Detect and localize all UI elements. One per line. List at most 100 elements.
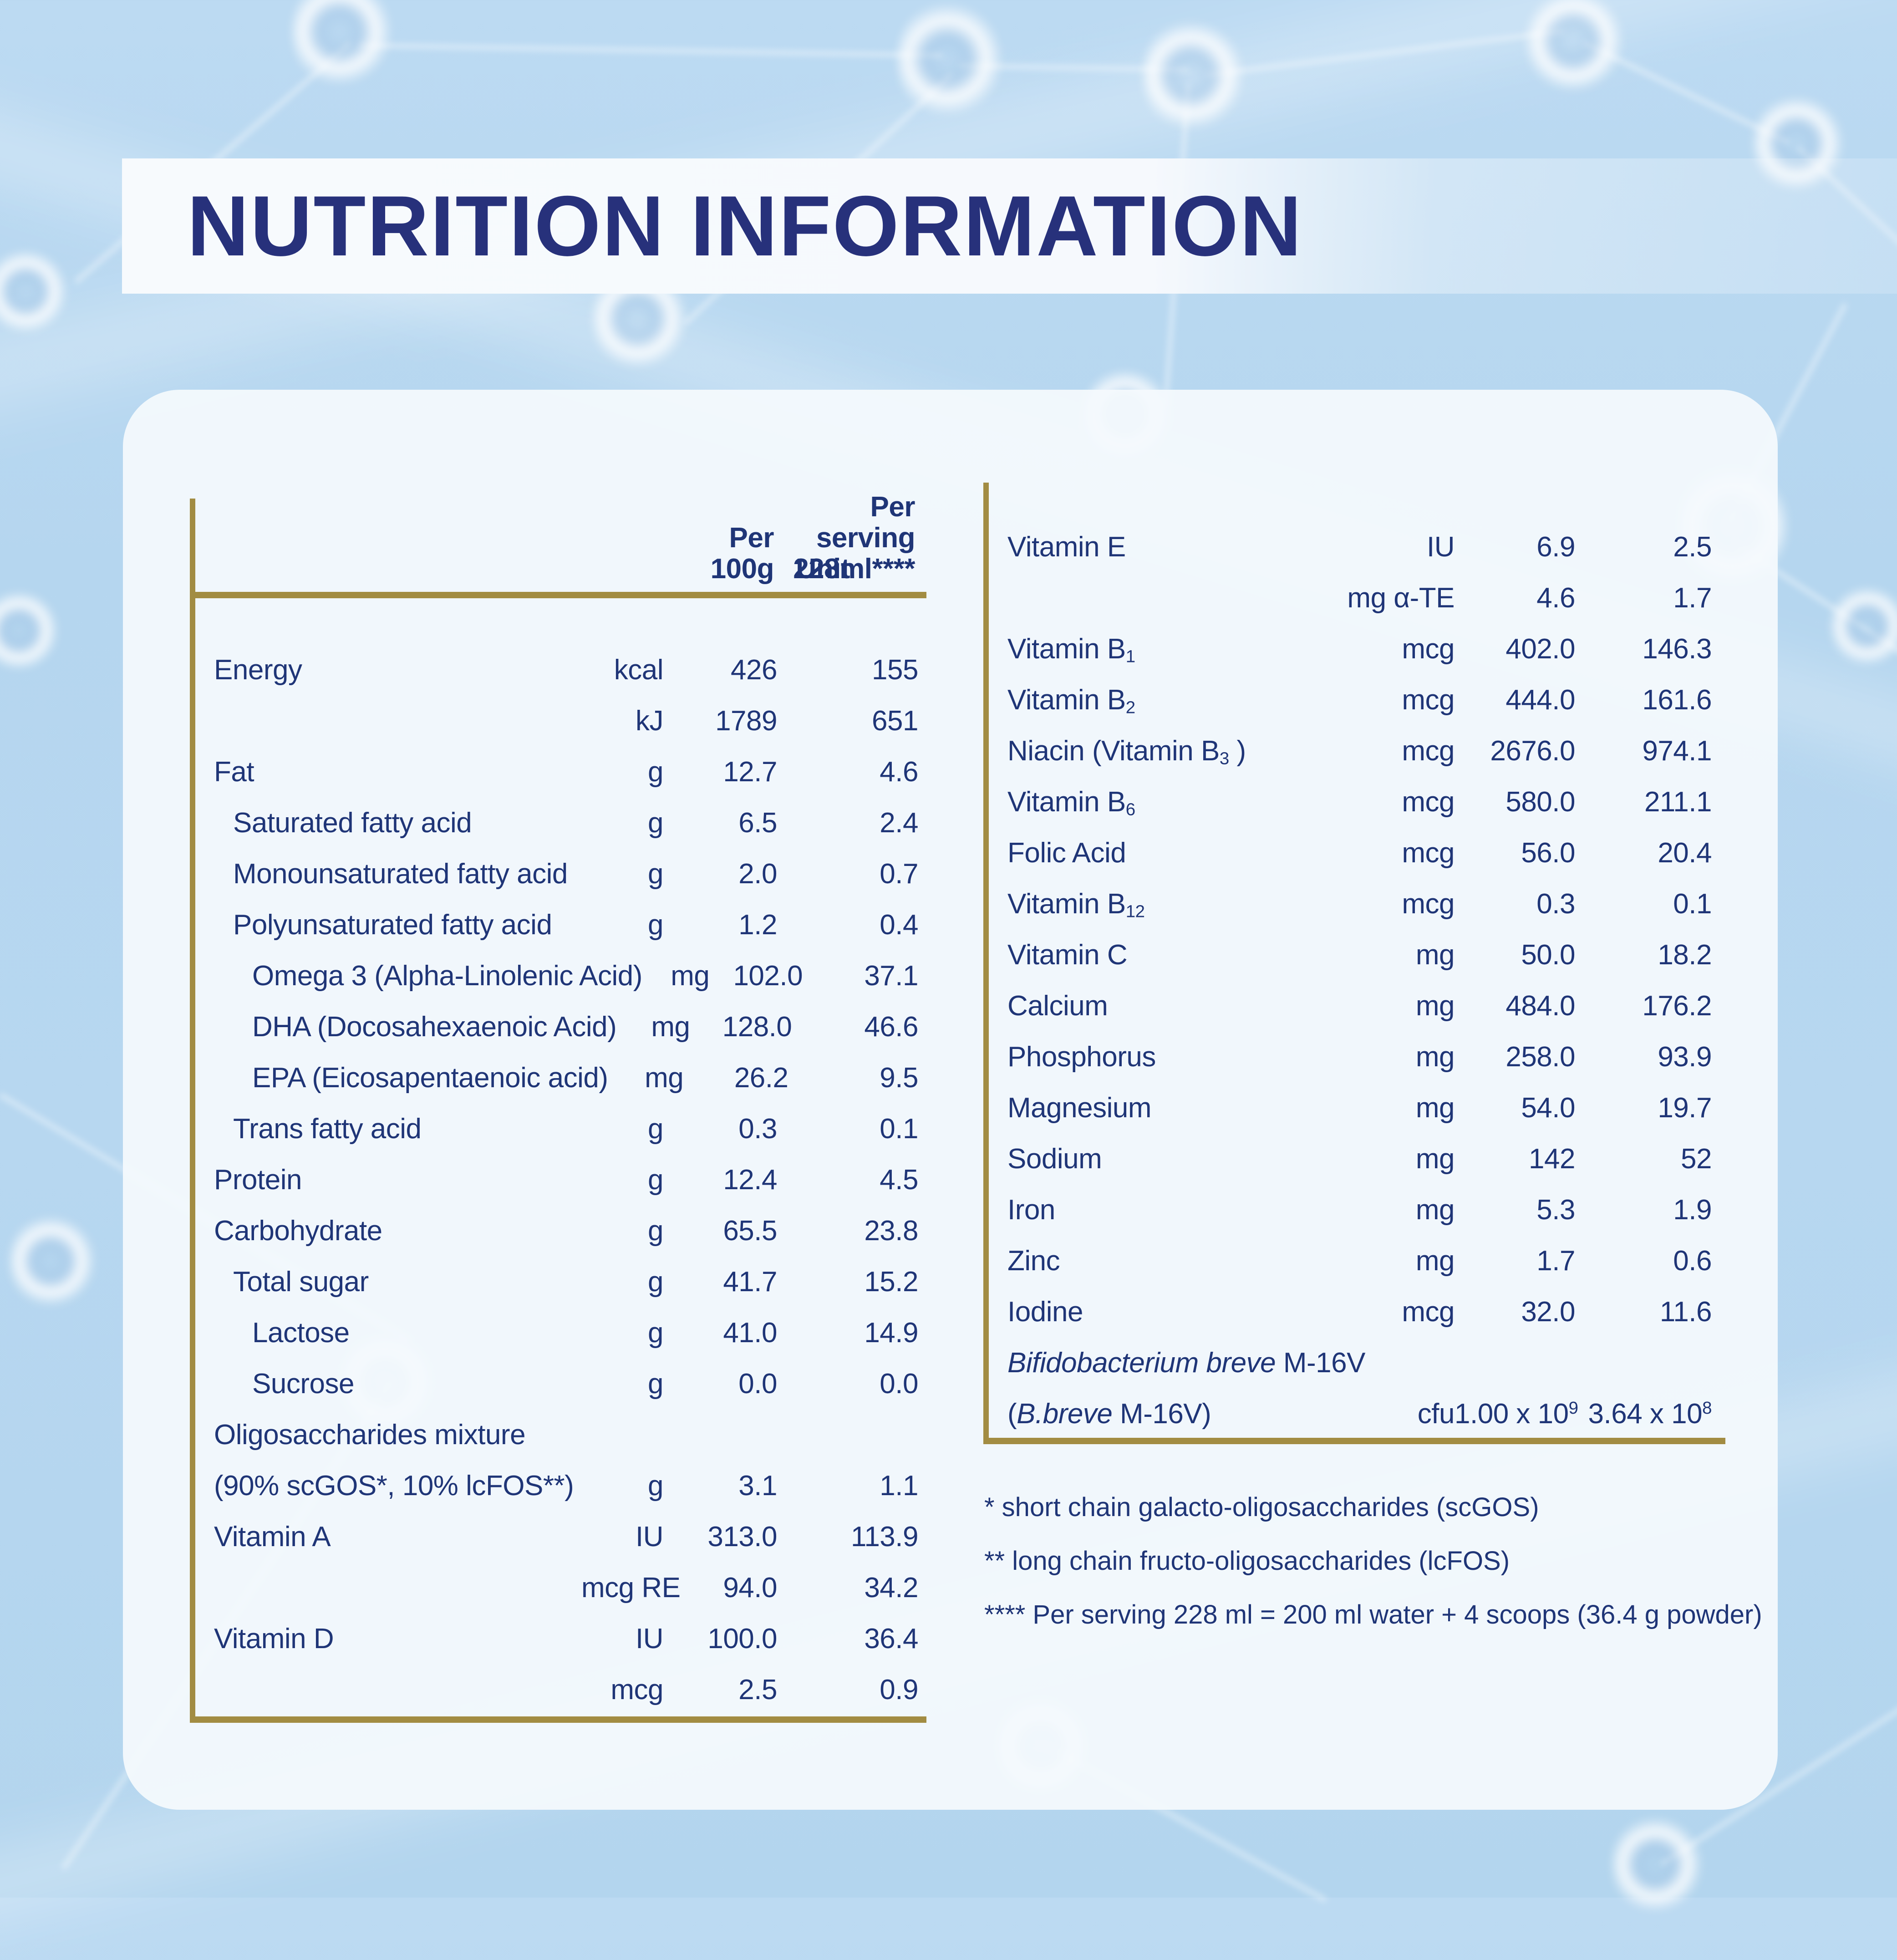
table-row: Vitamin A IU 313.0 113.9 (190, 1511, 919, 1562)
nutrition-table-left: Unit Per 100g Per serving 228ml**** Ener… (190, 485, 926, 1723)
unit-cell: mg (1415, 1194, 1455, 1226)
table-row: Sodium mg 142 52 (983, 1133, 1712, 1184)
table-row: kJ 1789 651 (190, 695, 919, 746)
per-100g-value: 65.5 (723, 1215, 777, 1247)
per-serving-value: 1.1 (880, 1470, 918, 1502)
per-serving-value: 155 (872, 654, 918, 686)
per-100g-value: 6.9 (1536, 531, 1575, 563)
table-row: Fat g 12.7 4.6 (190, 746, 919, 797)
per-100g-value: 2.0 (738, 858, 777, 890)
per-serving-value: 52 (1681, 1143, 1712, 1175)
molecule-bubble (1525, 0, 1625, 96)
table-row: Polyunsaturated fatty acid g 1.2 0.4 (190, 899, 919, 950)
molecule-bubble (1143, 14, 1243, 137)
per-100g-value: 32.0 (1521, 1296, 1575, 1328)
per-serving-value: 2.5 (1673, 531, 1712, 563)
per-100g-value: 26.2 (734, 1062, 788, 1094)
molecule-bubble (1612, 1812, 1703, 1917)
unit-cell: mcg (1402, 837, 1455, 869)
nutrient-label: Vitamin D (214, 1623, 334, 1655)
per-serving-value: 0.4 (880, 909, 918, 941)
per-serving-value: 18.2 (1658, 939, 1712, 971)
per-serving-value: 37.1 (864, 960, 918, 992)
table-row: mcg 2.5 0.9 (190, 1664, 918, 1715)
per-serving-value: 0.7 (880, 858, 918, 890)
per-serving-value: 176.2 (1642, 990, 1712, 1022)
table-row: Phosphorus mg 258.0 93.9 (983, 1031, 1712, 1082)
per-100g-value: 41.7 (723, 1266, 777, 1298)
nutrient-label: EPA (Eicosapentaenoic acid) (252, 1062, 608, 1094)
table-row: Oligosaccharides mixture (190, 1409, 918, 1460)
unit-cell: mcg (1402, 1296, 1455, 1328)
molecule-bubble (1830, 583, 1897, 669)
table-row: Zinc mg 1.7 0.6 (983, 1235, 1712, 1286)
molecule-line (359, 43, 942, 58)
molecule-bubble (291, 0, 392, 91)
table-row: Magnesium mg 54.0 19.7 (983, 1082, 1712, 1133)
nutrient-label: Zinc (1007, 1245, 1060, 1277)
table-row: Sucrose g 0.0 0.0 (190, 1358, 919, 1409)
unit-cell: g (648, 1317, 663, 1349)
nutrient-label: (B.breve M-16V) (1007, 1398, 1211, 1430)
unit-cell: mg (1415, 939, 1455, 971)
table-row: Energy kcal 426 155 (190, 644, 919, 695)
per-100g-value: 258.0 (1505, 1041, 1575, 1073)
footnote-scgos: * short chain galacto-oligosaccharides (… (984, 1492, 1539, 1522)
per-serving-value: 4.6 (880, 756, 918, 788)
per-100g-value: 94.0 (723, 1572, 777, 1604)
per-serving-value: 651 (872, 705, 918, 737)
per-100g-value: 0.3 (1536, 888, 1575, 920)
per-serving-value: 0.1 (1673, 888, 1712, 920)
per-serving-value: 0.6 (1673, 1245, 1712, 1277)
per-100g-value: 2.5 (738, 1674, 777, 1705)
per-serving-value: 19.7 (1658, 1092, 1712, 1124)
nutrient-label: Vitamin C (1007, 939, 1128, 971)
table-row: Total sugar g 41.7 15.2 (190, 1256, 919, 1307)
molecule-line (960, 64, 1189, 72)
per-serving-value: 0.1 (880, 1113, 918, 1145)
nutrient-label: Bifidobacterium breve M-16V (1007, 1347, 1365, 1379)
table-row: Carbohydrate g 65.5 23.8 (190, 1205, 919, 1256)
per-100g-value: 142 (1529, 1143, 1575, 1175)
table-row: Vitamin E IU 6.9 2.5 (983, 521, 1712, 572)
table-row: DHA (Docosahexaenoic Acid) mg 128.0 46.6 (190, 1001, 919, 1052)
per-100g-value: 12.4 (723, 1164, 777, 1196)
unit-cell: g (648, 858, 663, 890)
unit-cell: mcg RE (581, 1572, 681, 1604)
per-serving-value: 36.4 (864, 1623, 918, 1655)
per-serving-value: 15.2 (864, 1266, 918, 1298)
gold-left-border (983, 483, 989, 1444)
nutrient-label: Vitamin E (1007, 531, 1126, 563)
per-100g-value: 3.1 (738, 1470, 777, 1502)
per-serving-value: 23.8 (864, 1215, 918, 1247)
unit-cell: g (648, 756, 663, 788)
table-row: Niacin (Vitamin B3 ) mcg 2676.0 974.1 (983, 725, 1712, 776)
per-serving-value: 3.64 x 108 (1588, 1398, 1712, 1430)
nutrient-label: Total sugar (233, 1266, 369, 1298)
nutrient-label: Vitamin B2 (1007, 684, 1135, 717)
nutrient-label: Vitamin B12 (1007, 888, 1145, 921)
nutrition-card (123, 390, 1778, 1810)
unit-cell: g (648, 807, 663, 839)
per-100g-value: 580.0 (1505, 786, 1575, 818)
unit-cell: kcal (614, 654, 664, 686)
gold-bottom-rule (983, 1438, 1725, 1444)
nutrient-label: Energy (214, 654, 302, 686)
nutrient-label: Niacin (Vitamin B3 ) (1007, 735, 1246, 768)
per-100g-value: 0.3 (738, 1113, 777, 1145)
table-row: Vitamin B6 mcg 580.0 211.1 (983, 776, 1712, 827)
per-serving-value: 9.5 (880, 1062, 918, 1094)
table-header-row: Unit Per 100g Per serving 228ml**** (190, 485, 918, 592)
nutrient-label: Phosphorus (1007, 1041, 1156, 1073)
gold-bottom-rule (190, 1716, 926, 1723)
per-100g-value: 402.0 (1505, 633, 1575, 665)
per-100g-value: 6.5 (738, 807, 777, 839)
per-100g-value: 4.6 (1536, 582, 1575, 614)
per-serving-value: 14.9 (864, 1317, 918, 1349)
nutrient-label: Protein (214, 1164, 302, 1196)
nutrition-table-right: Vitamin E IU 6.9 2.5 mg α-TE 4.6 1.7 Vitamin B1… (983, 483, 1725, 1447)
unit-cell: IU (636, 1623, 664, 1655)
unit-cell: IU (1427, 531, 1455, 563)
page-title: NUTRITION INFORMATION (187, 178, 1303, 274)
per-serving-value: 211.1 (1644, 786, 1712, 818)
